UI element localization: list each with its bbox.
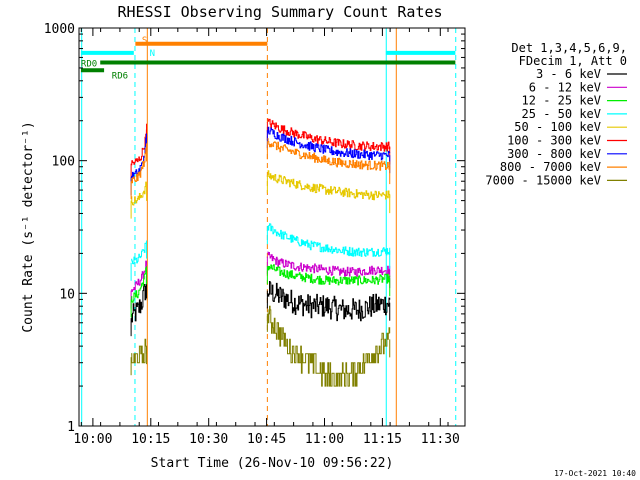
legend-label-8: 7000 - 15000 keV: [485, 173, 601, 187]
state-bar-label-rd0: RD0: [81, 59, 97, 69]
x-tick-label-4: 11:00: [305, 432, 344, 447]
series-trace-7-1: [267, 138, 391, 171]
x-tick-label-6: 11:30: [421, 432, 460, 447]
x-tick-label-2: 10:30: [189, 432, 228, 447]
legend-label-7: 800 - 7000 keV: [500, 160, 601, 174]
y-tick-label-3: 1000: [44, 22, 75, 37]
legend-header-decimation: FDecim 1, Att 0: [519, 54, 627, 68]
footer-date: 17-Oct-2021 10:40: [554, 469, 636, 478]
legend-label-3: 25 - 50 keV: [522, 107, 601, 121]
series-7000-15000keV: [130, 305, 391, 387]
series-trace-5-0: [131, 129, 147, 166]
legend-label-2: 12 - 25 keV: [522, 94, 601, 108]
state-bar-label-rd6: RD6: [112, 71, 128, 81]
series-trace-7-0: [131, 146, 147, 184]
x-tick-label-0: 10:00: [73, 432, 112, 447]
legend: Det 1,3,4,5,6,9, FDecim 1, Att 0 3 - 6 k…: [485, 41, 627, 187]
legend-label-5: 100 - 300 keV: [507, 134, 601, 148]
series-trace-1-1: [267, 251, 391, 277]
plot-frame: [78, 27, 466, 427]
series-50-100keV: [130, 170, 391, 219]
series-trace-4-1: [267, 170, 391, 201]
legend-header-detectors: Det 1,3,4,5,6,9,: [511, 41, 627, 55]
series-trace-2-1: [267, 264, 391, 286]
x-tick-label-5: 11:15: [363, 432, 402, 447]
series-25-50keV: [130, 223, 391, 281]
plot-area: [80, 28, 457, 426]
state-bar-label-s: S: [142, 36, 147, 46]
legend-label-6: 300 - 800 keV: [507, 147, 601, 161]
axes: RD0 RD6 SN 1 10 100 1000 10:00 10:15 10:30 10:45 11…: [44, 22, 465, 447]
legend-label-0: 3 - 6 keV: [536, 67, 601, 81]
legend-label-1: 6 - 12 keV: [529, 80, 601, 94]
series-trace-8-1: [267, 305, 391, 387]
y-tick-label-2: 100: [52, 155, 75, 170]
state-bar-label-n: N: [150, 49, 155, 59]
y-tick-label-1: 10: [59, 287, 75, 302]
series-trace-0-1: [267, 281, 391, 322]
y-axis-label: Count Rate (s⁻¹ detector⁻¹): [21, 121, 36, 332]
chart-title: RHESSI Observing Summary Count Rates: [117, 3, 442, 21]
x-axis-label: Start Time (26-Nov-10 09:56:22): [151, 456, 394, 471]
y-tick-label-0: 1: [67, 420, 75, 435]
series-trace-3-1: [267, 223, 391, 257]
series-trace-2-0: [131, 267, 147, 303]
series-trace-4-0: [131, 181, 147, 206]
series-trace-8-0: [131, 338, 147, 364]
x-tick-label-3: 10:45: [247, 432, 286, 447]
series-trace-6-1: [267, 126, 391, 161]
series-12-25keV: [130, 264, 391, 318]
x-tick-label-1: 10:15: [131, 432, 170, 447]
series-trace-3-0: [131, 241, 147, 265]
series-800-7000keV: [130, 138, 391, 200]
series-trace-1-0: [131, 260, 147, 292]
legend-label-4: 50 - 100 keV: [514, 120, 601, 134]
series-trace-5-1: [267, 118, 391, 152]
